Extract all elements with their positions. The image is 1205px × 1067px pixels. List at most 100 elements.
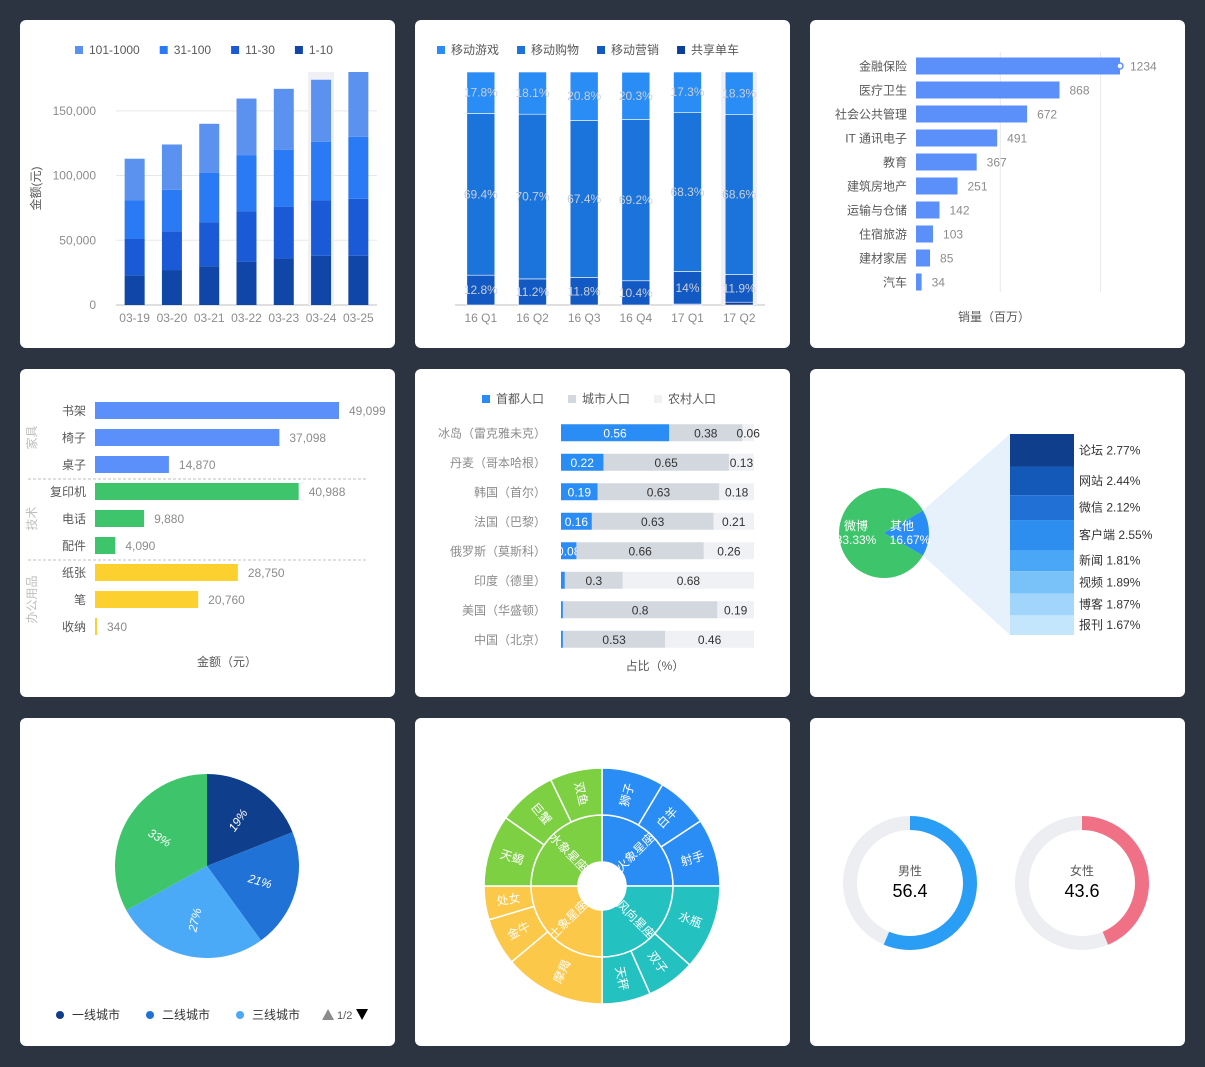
data-label: 0.68 [677, 574, 701, 588]
bar-segment [713, 512, 754, 530]
data-label: 0.63 [641, 515, 665, 529]
legend-marker [568, 395, 577, 403]
chart-stacked-amount: 101-1000 31-100 11-30 1-10 0 50,000 100,000 150… [28, 43, 377, 325]
active-point [1116, 62, 1124, 70]
bar-segment [466, 71, 496, 114]
y-tick-label: 教育 [883, 155, 907, 170]
bar-segment [561, 453, 604, 471]
legend-marker [236, 1011, 245, 1019]
data-label: 0.63 [647, 485, 671, 499]
breakdown-segment [1010, 549, 1074, 572]
data-label: 85 [940, 252, 954, 266]
bar-segment [561, 542, 577, 560]
data-label: 0.26 [717, 544, 741, 558]
bar-segment [518, 278, 547, 306]
breakdown-segment [1010, 520, 1074, 550]
bar-segment [466, 274, 496, 306]
bar-segment [124, 200, 145, 239]
y-tick-label: 配件 [62, 539, 86, 553]
bar-segment [236, 98, 257, 156]
legend-marker [159, 46, 168, 54]
legend-next-arrow [356, 1009, 369, 1020]
data-label: 70.7% [515, 190, 549, 204]
card-city-pie: 19% 21% 27% 33% 一线城市 二线城市 三线城市 1/2 [20, 718, 395, 1046]
card-population: 首都人口 城市人口 农村人口 0.56 0.38 0.06 冰岛（雷克雅未克） 0.22 0.6… [415, 369, 790, 697]
bar-segment [724, 274, 754, 303]
legend-label: 移动营销 [611, 43, 659, 57]
card-pie-breakdown: 微博 83.33% 其他 16.67% 论坛 2.77% 网站 2.44% 微信 2.12%… [810, 369, 1185, 697]
donut-name: 女性 [1070, 863, 1094, 878]
data-label: 0.56 [603, 426, 627, 440]
data-label: 103 [943, 228, 963, 242]
legend-label: 移动游戏 [451, 43, 499, 57]
breakdown-label: 视频 1.89% [1079, 574, 1141, 589]
y-tick-label: 社会公共管理 [835, 107, 907, 122]
y-tick-label: 纸张 [62, 566, 86, 580]
bar [95, 564, 238, 581]
x-tick-label: 03-21 [194, 311, 225, 325]
bar-segment [199, 123, 220, 173]
y-tick-label: 美国（华盛顿） [462, 602, 546, 617]
data-label: 0.18 [725, 485, 749, 499]
pie-slice [839, 488, 923, 578]
y-tick-label: 医疗卫生 [859, 84, 907, 98]
bar [95, 510, 145, 527]
card-mobile-share: 移动游戏 移动购物 移动营销 共享单车 12.8% 69.4% 17.8% 16 Q1 11.2… [415, 20, 790, 348]
bar [916, 153, 977, 171]
legend-label: 共享单车 [691, 42, 739, 57]
y-tick-label: 运输与仓储 [847, 203, 907, 218]
bar-segment [199, 172, 220, 223]
bar-segment [673, 271, 702, 305]
y-tick-label: 建筑房地产 [847, 179, 907, 194]
bar-segment [621, 71, 651, 120]
breakdown-label: 博客 1.87% [1079, 596, 1141, 611]
data-label: 49,099 [349, 404, 386, 418]
legend-label: 首都人口 [496, 392, 544, 406]
legend-label: 移动购物 [531, 42, 579, 57]
y-tick-label: 椅子 [62, 431, 86, 445]
bar-segment [518, 113, 547, 280]
bar [95, 591, 199, 608]
chart-gender-donut: 男性 56.4 女性 43.6 [843, 816, 1149, 950]
data-label: 37,098 [289, 431, 326, 445]
breakdown-segment [1010, 495, 1074, 521]
card-category-amount: 书架 49,099 椅子 37,098 桌子 14,870 家具 复印机 40,988 电话 9,8… [20, 369, 395, 697]
y-tick-label: 汽车 [883, 275, 907, 290]
pie-slice [884, 510, 929, 556]
data-label: 4,090 [125, 539, 155, 553]
donut-value: 43.6 [1064, 881, 1099, 901]
data-label: 0.16 [565, 515, 589, 529]
bar [95, 618, 97, 635]
bar-segment [124, 275, 145, 305]
legend-label: 二线城市 [162, 1007, 210, 1022]
data-label: 868 [1069, 84, 1089, 98]
data-label: 0.19 [568, 485, 592, 499]
y-tick-label: 中国（北京） [474, 632, 546, 647]
data-label: 0.65 [655, 456, 679, 470]
bar-segment [597, 483, 720, 501]
data-label: 11.9% [723, 281, 756, 295]
y-tick-label: 电话 [62, 512, 86, 526]
donut-arc [843, 816, 977, 950]
data-label: 0.46 [698, 633, 722, 647]
bar-segment [311, 255, 332, 305]
data-label: 40,988 [309, 485, 346, 499]
legend-marker [677, 46, 686, 54]
y-tick-label: 桌子 [62, 458, 86, 472]
legend-marker [437, 46, 445, 54]
bar-segment [348, 136, 369, 199]
pie-slice [207, 774, 293, 866]
card-stacked-amount: 101-1000 31-100 11-30 1-10 0 50,000 100,000 150… [20, 20, 395, 348]
x-tick-label: 03-25 [343, 311, 374, 325]
bar-segment [273, 149, 294, 207]
bar-segment [603, 453, 729, 471]
sunburst-label: 处女 [495, 890, 521, 908]
y-tick-label: 0 [89, 298, 96, 312]
legend-label: 31-100 [174, 43, 212, 57]
breakdown-label: 客户端 2.55% [1079, 527, 1153, 542]
pie-slice [126, 866, 262, 958]
data-label: 18.3% [722, 86, 756, 100]
data-label: 14% [675, 281, 699, 295]
